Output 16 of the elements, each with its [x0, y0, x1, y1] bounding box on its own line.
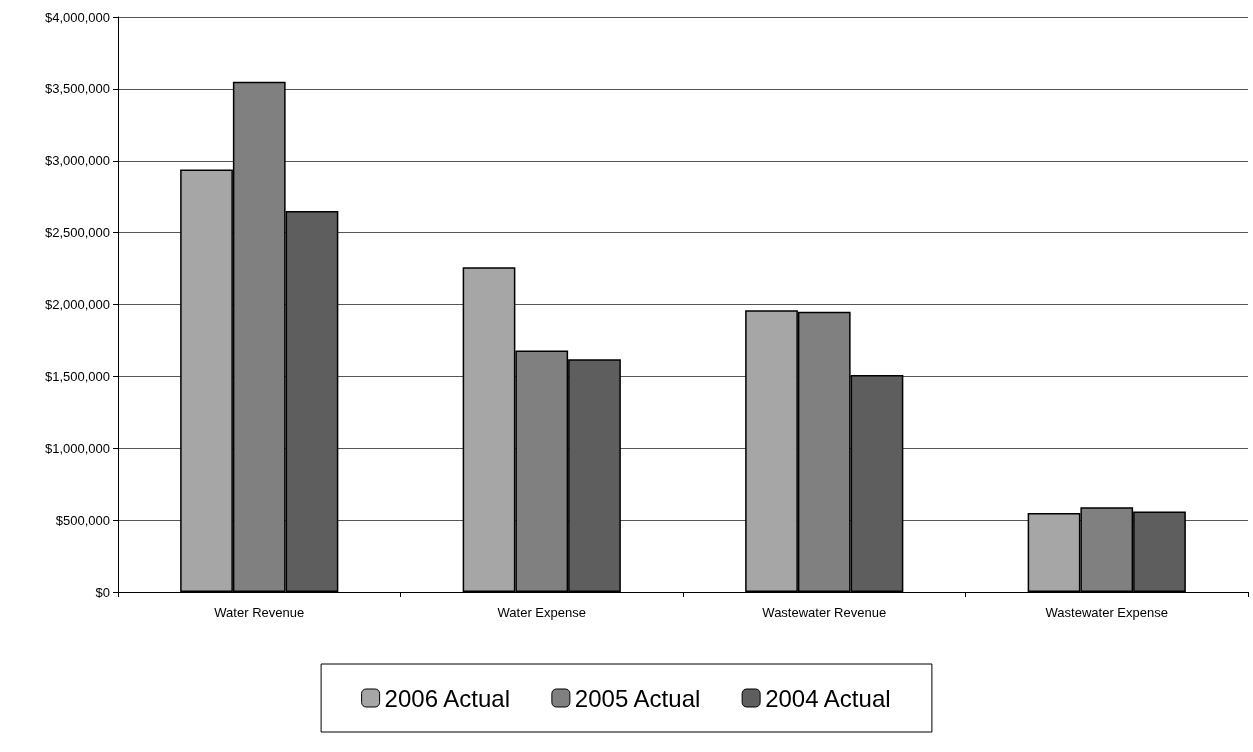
- y-tick-label: $2,500,000: [44, 225, 110, 241]
- y-tick-label: $3,000,000: [44, 153, 110, 169]
- x-tick-label: Wastewater Revenue: [762, 605, 887, 620]
- y-tick-label: $0: [95, 584, 110, 600]
- x-tick-label: Water Expense: [497, 605, 586, 620]
- x-tick-label: Water Revenue: [214, 605, 305, 620]
- legend-label: 2006 Actual: [384, 684, 511, 712]
- y-tick-label: $500,000: [55, 512, 110, 528]
- y-tick-label: $4,000,000: [44, 9, 110, 25]
- x-tick-label: Wastewater Expense: [1045, 605, 1168, 620]
- legend-label: 2004 Actual: [765, 684, 891, 712]
- legend-label: 2005 Actual: [574, 684, 701, 712]
- y-tick-label: $1,000,000: [44, 440, 110, 456]
- y-tick-label: $2,000,000: [44, 297, 110, 312]
- y-tick-label: $1,500,000: [44, 368, 110, 384]
- y-tick-label: $3,500,000: [44, 81, 110, 97]
